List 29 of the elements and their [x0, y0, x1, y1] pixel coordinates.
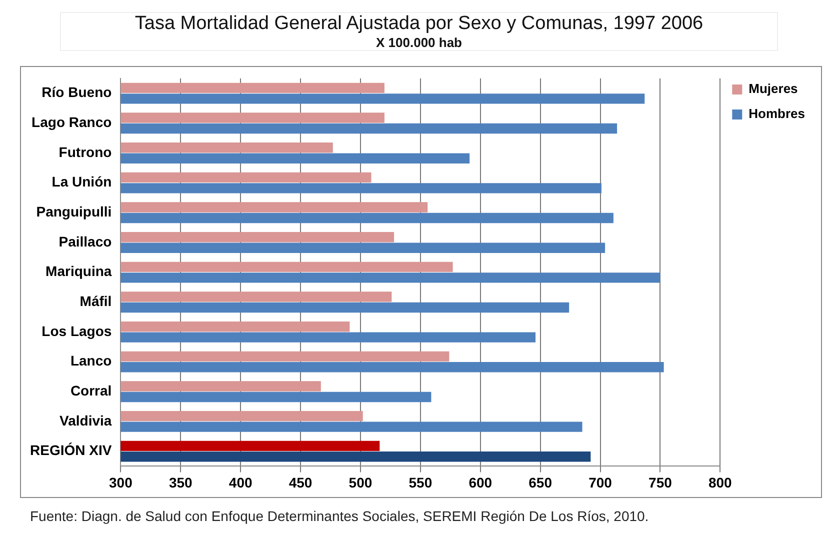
chart-title: Tasa Mortalidad General Ajustada por Sexo y Comunas, 1997 2006: [134, 13, 704, 35]
x-tick-label: 650: [528, 474, 552, 490]
y-tick-label: Mariquina: [46, 263, 112, 280]
x-tick-label: 300: [109, 474, 133, 490]
y-tick-label: La Unión: [52, 174, 112, 190]
x-tick-label: 350: [168, 474, 193, 490]
y-tick-label: Los Lagos: [42, 322, 112, 339]
y-tick-label: Lago Ranco: [32, 114, 112, 130]
legend-label: Mujeres: [748, 81, 798, 96]
x-tick-label: 750: [648, 474, 672, 490]
y-tick-label: Panguipulli: [36, 204, 112, 220]
legend-label: Hombres: [748, 106, 806, 122]
x-tick-label: 400: [228, 474, 252, 490]
x-tick-label: 500: [348, 474, 372, 490]
y-tick-label: Máfil: [80, 292, 112, 309]
x-tick-label: 450: [288, 474, 312, 490]
y-tick-label: Lanco: [70, 352, 112, 369]
y-tick-label: Corral: [70, 382, 112, 398]
x-tick-label: 700: [588, 474, 612, 490]
x-tick-label: 600: [468, 474, 492, 490]
x-tick-label: 800: [708, 474, 732, 490]
y-tick-label: REGIÓN XIV: [30, 442, 112, 458]
source-note: Fuente: Diagn. de Salud con Enfoque Determinantes Sociales, SEREMI Región De Los Ríos, 2010.: [30, 508, 649, 524]
y-tick-label: Paillaco: [58, 233, 112, 250]
y-tick-label: Río Bueno: [42, 84, 112, 100]
x-tick-label: 550: [408, 474, 432, 490]
y-tick-label: Futrono: [58, 144, 112, 160]
chart-subtitle: X 100.000 hab: [375, 35, 463, 50]
y-tick-label: Valdivia: [60, 412, 112, 428]
